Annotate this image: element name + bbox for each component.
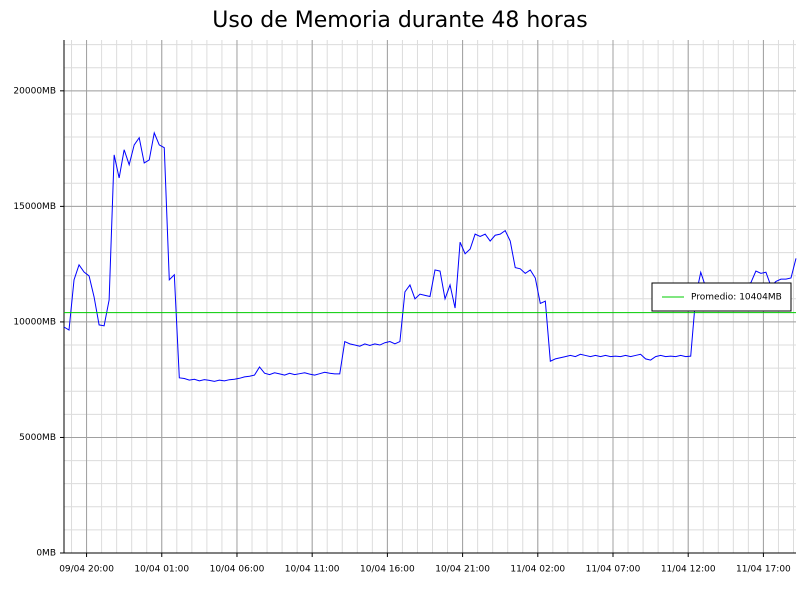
- x-tick-label: 11/04 07:00: [586, 565, 641, 575]
- x-tick-label: 10/04 11:00: [285, 565, 340, 575]
- x-tick-label: 10/04 16:00: [360, 565, 415, 575]
- x-tick-label: 10/04 21:00: [435, 565, 490, 575]
- y-tick-label: 5000MB: [19, 433, 56, 443]
- x-tick-label: 10/04 01:00: [134, 565, 189, 575]
- x-tick-label: 10/04 06:00: [210, 565, 265, 575]
- legend-label: Promedio: 10404MB: [691, 293, 782, 303]
- x-tick-label: 11/04 17:00: [736, 565, 791, 575]
- chart-title: Uso de Memoria durante 48 horas: [212, 8, 587, 33]
- x-tick-label: 09/04 20:00: [59, 565, 114, 575]
- x-tick-label: 11/04 12:00: [661, 565, 716, 575]
- data-line: [63, 131, 797, 382]
- x-tick-label: 11/04 02:00: [510, 565, 565, 575]
- y-tick-label: 20000MB: [13, 86, 56, 96]
- y-tick-label: 10000MB: [13, 317, 56, 327]
- y-tick-label: 15000MB: [13, 202, 56, 212]
- y-tick-label: 0MB: [36, 549, 56, 559]
- legend-box: [651, 282, 792, 312]
